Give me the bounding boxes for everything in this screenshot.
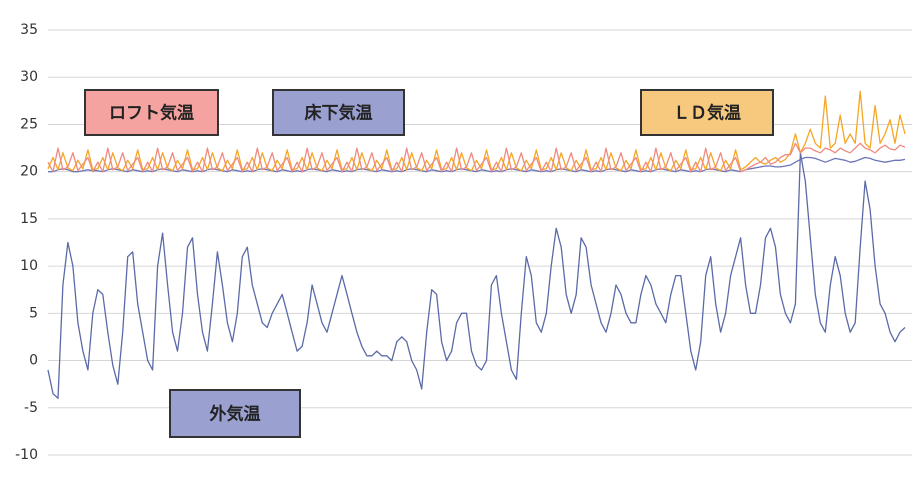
series-line [47,152,906,399]
y-tick-label: 25 [20,116,38,132]
legend-entry: 外気温 [169,389,301,438]
legend-label: 外気温 [210,404,261,425]
legend-entry: 床下気温 [272,89,405,136]
y-tick-label: 10 [20,258,38,274]
series-line [48,156,906,173]
y-tick-label: 15 [20,211,38,227]
legend-box [640,89,774,136]
legend-entry: ロフト気温 [84,89,219,136]
legend-box [84,89,219,136]
legend-label: ロフト気温 [109,103,194,124]
y-tick-label: 35 [20,22,38,38]
legend-label: ＬＤ気温 [673,103,741,124]
legend-box [169,389,301,438]
legend-box [272,89,405,136]
series-line [47,142,906,173]
y-tick-label: 0 [29,353,38,369]
y-tick-label: 5 [29,305,38,321]
legend-entry: ＬＤ気温 [640,89,774,136]
y-tick-label: 20 [20,164,38,180]
y-tick-label: 30 [20,69,38,85]
legend-label: 床下気温 [305,103,373,124]
series-line [47,90,906,172]
y-tick-label: -5 [24,400,38,416]
y-tick-label: -10 [15,447,38,463]
